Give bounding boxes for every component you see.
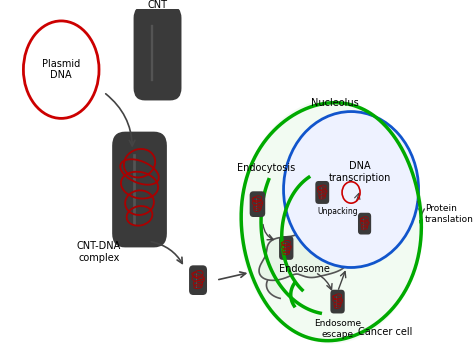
- FancyBboxPatch shape: [315, 181, 329, 204]
- Text: Protein
translation: Protein translation: [425, 204, 474, 224]
- Text: Endosome
escape: Endosome escape: [314, 319, 361, 339]
- FancyBboxPatch shape: [250, 191, 265, 217]
- FancyBboxPatch shape: [189, 265, 207, 295]
- FancyBboxPatch shape: [112, 132, 167, 248]
- Text: Cancer cell: Cancer cell: [358, 327, 412, 337]
- Text: Nucleolus: Nucleolus: [311, 98, 359, 108]
- Polygon shape: [266, 272, 280, 298]
- Ellipse shape: [239, 100, 423, 343]
- FancyBboxPatch shape: [330, 290, 345, 314]
- FancyBboxPatch shape: [279, 236, 293, 260]
- Polygon shape: [259, 233, 348, 280]
- Text: CNT-DNA
complex: CNT-DNA complex: [77, 241, 121, 263]
- FancyBboxPatch shape: [358, 213, 371, 234]
- Text: CNT: CNT: [147, 0, 167, 10]
- Text: Endocytosis: Endocytosis: [237, 163, 296, 173]
- FancyBboxPatch shape: [134, 6, 182, 101]
- Text: Endosome: Endosome: [279, 264, 330, 274]
- Polygon shape: [241, 103, 421, 341]
- Text: Plasmid
DNA: Plasmid DNA: [42, 59, 80, 81]
- Text: DNA
transcription: DNA transcription: [329, 161, 391, 183]
- Ellipse shape: [283, 111, 419, 268]
- Text: Unpacking: Unpacking: [317, 207, 358, 216]
